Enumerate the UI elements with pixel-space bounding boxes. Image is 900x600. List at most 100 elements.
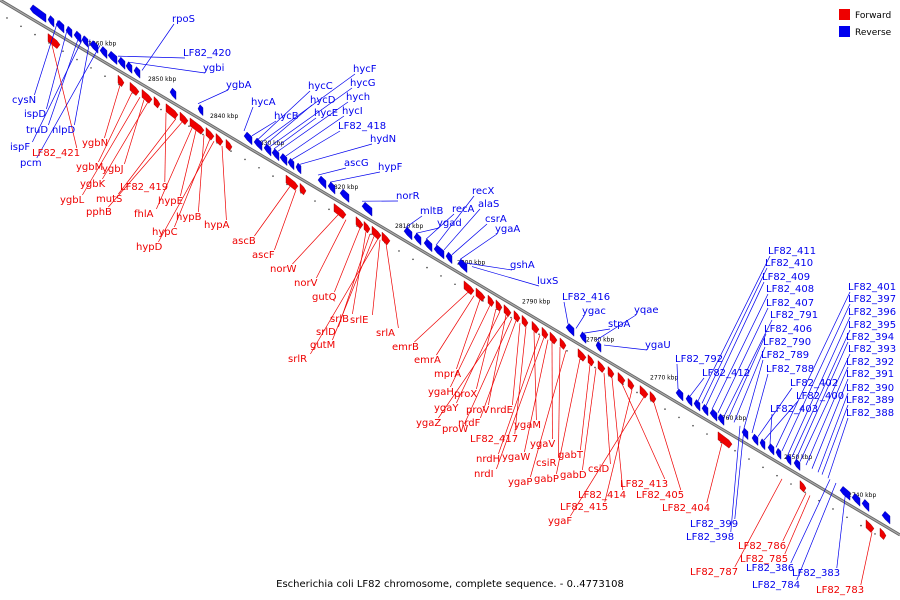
gene-label: LF82_388 bbox=[846, 408, 894, 419]
label-leader bbox=[653, 402, 682, 491]
label-leader bbox=[733, 346, 766, 423]
gene-label: nrdE bbox=[490, 405, 513, 416]
gene-label: mltB bbox=[420, 206, 443, 217]
gene-label: ygbA bbox=[226, 80, 252, 91]
label-leader bbox=[156, 127, 193, 210]
label-leader bbox=[372, 239, 381, 316]
gene-label: ygac bbox=[582, 306, 606, 317]
label-leader bbox=[254, 186, 291, 237]
label-leader bbox=[299, 143, 373, 165]
gene-label: hycI bbox=[342, 106, 363, 117]
label-leader bbox=[243, 106, 254, 132]
forward-gene-arrow bbox=[285, 174, 299, 191]
gene-label: srlD bbox=[316, 327, 336, 338]
gene-label: LF82_386 bbox=[746, 563, 794, 574]
label-leader bbox=[405, 215, 423, 228]
gene-label: csiR bbox=[536, 458, 556, 469]
tick-label: 2840 kbp bbox=[210, 113, 238, 120]
gene-label: LF82_396 bbox=[848, 307, 896, 318]
label-leader bbox=[465, 262, 513, 271]
forward-gene-arrow bbox=[153, 96, 161, 109]
gene-label: LF82_403 bbox=[770, 404, 818, 415]
gene-label: ygbM bbox=[76, 162, 103, 173]
label-leader bbox=[334, 227, 361, 293]
label-leader bbox=[277, 101, 349, 152]
label-leader bbox=[443, 208, 481, 251]
label-leader bbox=[32, 35, 85, 143]
label-leader bbox=[791, 329, 851, 457]
reverse-gene-arrow bbox=[317, 175, 327, 190]
label-leader bbox=[274, 189, 297, 251]
label-leader bbox=[385, 243, 399, 329]
label-leader bbox=[524, 339, 549, 453]
gene-label: LF82_409 bbox=[762, 272, 810, 283]
tick-dot bbox=[230, 150, 232, 152]
forward-gene-arrow bbox=[165, 103, 179, 120]
label-leader bbox=[104, 85, 121, 139]
label-leader bbox=[805, 366, 849, 466]
gene-label: LF82_410 bbox=[765, 258, 813, 269]
tick-dot bbox=[692, 424, 694, 427]
gene-label: LF82_420 bbox=[183, 48, 231, 59]
forward-gene-arrow bbox=[141, 88, 153, 104]
forward-gene-arrow bbox=[225, 138, 233, 152]
gene-label: LF82_788 bbox=[766, 364, 814, 375]
legend-reverse-swatch bbox=[839, 26, 850, 37]
forward-gene-arrow bbox=[521, 314, 529, 328]
gene-label: ygbN bbox=[82, 138, 108, 149]
forward-gene-arrow bbox=[299, 182, 307, 196]
tick-dot bbox=[412, 258, 414, 261]
label-leader bbox=[827, 417, 849, 479]
label-leader bbox=[595, 314, 637, 341]
forward-gene-arrow bbox=[541, 326, 549, 340]
forward-gene-arrow bbox=[189, 117, 205, 135]
label-leader bbox=[471, 266, 540, 287]
label-leader bbox=[316, 219, 347, 279]
label-leader bbox=[438, 315, 509, 419]
label-leader bbox=[769, 413, 773, 444]
gene-label: LF82_395 bbox=[848, 320, 896, 331]
label-leader bbox=[36, 45, 101, 159]
gene-label: LF82_792 bbox=[675, 354, 723, 365]
label-leader bbox=[464, 318, 513, 425]
gene-label: LF82_391 bbox=[846, 369, 894, 380]
label-leaders bbox=[32, 20, 873, 586]
gene-label: ygaH bbox=[428, 387, 454, 398]
label-leader bbox=[621, 383, 666, 480]
gene-label: csrA bbox=[485, 214, 507, 225]
reverse-gene-arrow bbox=[839, 486, 851, 501]
label-leader bbox=[127, 61, 206, 74]
label-leader bbox=[533, 331, 537, 421]
forward-gene-arrow bbox=[577, 348, 587, 362]
label-leader bbox=[141, 23, 175, 71]
forward-gene-arrow bbox=[363, 220, 371, 234]
reverse-gene-arrow bbox=[685, 394, 693, 407]
label-leader bbox=[456, 299, 481, 370]
gene-label: hycG bbox=[350, 78, 376, 89]
forward-gene-arrow bbox=[503, 304, 512, 318]
tick-dot bbox=[566, 350, 568, 352]
gene-label: LF82_390 bbox=[846, 383, 894, 394]
gene-label: LF82_418 bbox=[338, 121, 386, 132]
label-leader bbox=[221, 145, 227, 221]
label-leader bbox=[775, 291, 851, 448]
forward-gene-arrow bbox=[495, 299, 503, 312]
gene-label: LF82_414 bbox=[578, 490, 626, 501]
gene-label: hycA bbox=[251, 97, 276, 108]
reverse-gene-arrow bbox=[169, 87, 177, 101]
reverse-gene-arrow bbox=[133, 66, 141, 79]
gene-label: LF82_791 bbox=[770, 310, 818, 321]
gene-features bbox=[29, 4, 891, 540]
reverse-gene-arrow bbox=[881, 511, 891, 525]
forward-gene-arrow bbox=[117, 74, 125, 88]
label-leader bbox=[604, 389, 633, 503]
gene-label: LF82_786 bbox=[738, 541, 786, 552]
gene-label: LF82_412 bbox=[702, 368, 750, 379]
scale-ticks: 2860 kbp 2850 kbp 2840 kbp 2830 kbp 2820 kbp… bbox=[88, 40, 876, 499]
forward-gene-arrow bbox=[475, 287, 486, 302]
tick-dot bbox=[804, 491, 806, 494]
label-leader bbox=[796, 482, 837, 581]
label-leader bbox=[82, 97, 141, 196]
tick-dot bbox=[832, 508, 834, 510]
gene-label: LF82_784 bbox=[752, 580, 800, 591]
